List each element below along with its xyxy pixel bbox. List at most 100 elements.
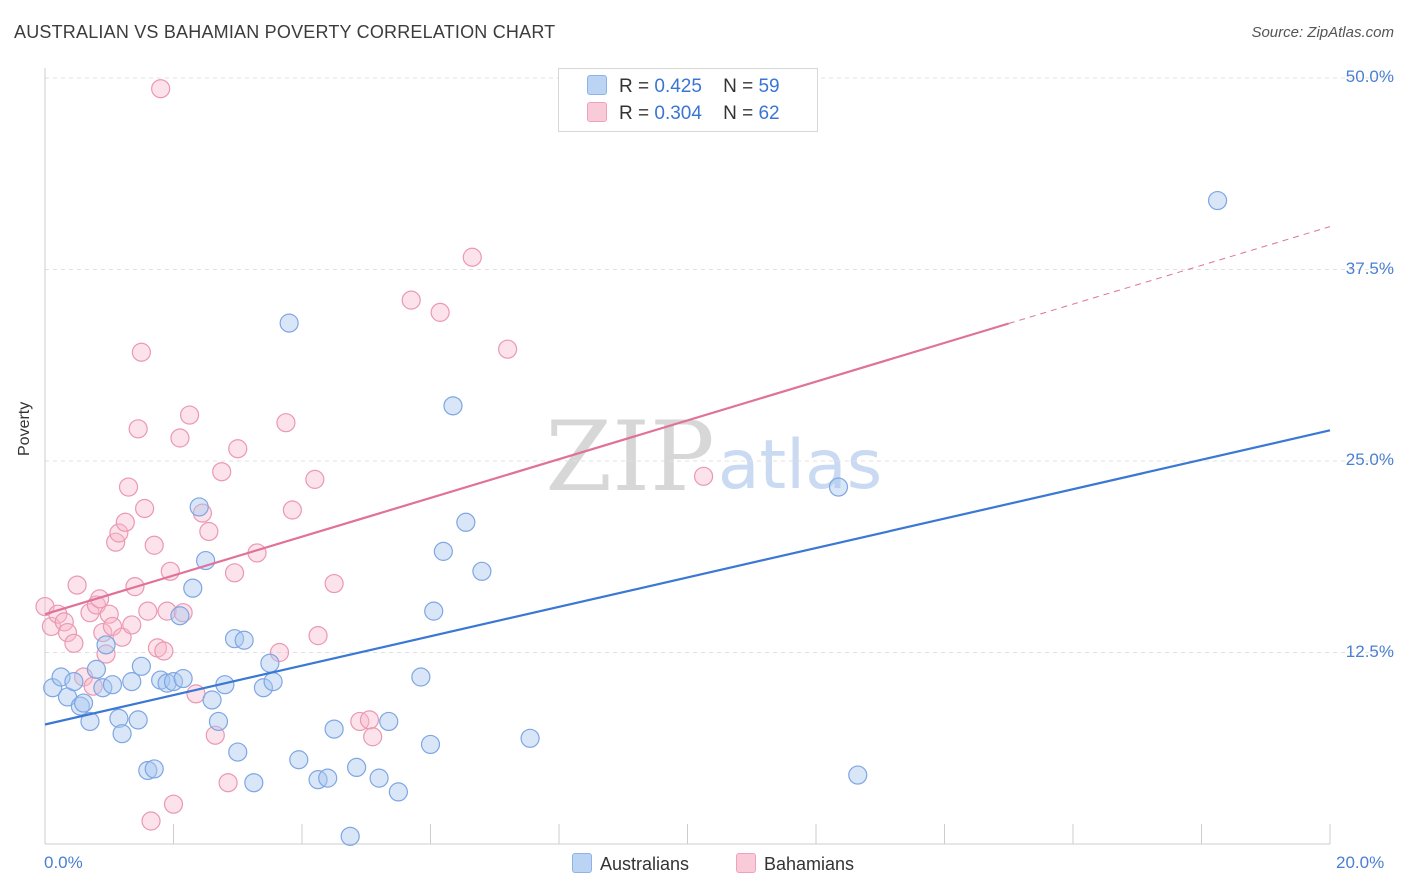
- bahamian-point: [128, 419, 148, 439]
- australian-point: [109, 708, 129, 728]
- axes: [44, 68, 1331, 845]
- bahamians-trend-extension: [1008, 226, 1331, 324]
- australian-point: [424, 601, 444, 621]
- bahamians-points: [35, 79, 714, 831]
- australian-point: [388, 782, 408, 802]
- bahamian-point: [173, 603, 193, 623]
- australian-point: [324, 719, 344, 739]
- bahamian-point: [179, 405, 200, 425]
- bahamian-point: [99, 604, 119, 624]
- australian-point: [128, 710, 148, 730]
- bahamian-point: [199, 521, 219, 542]
- australian-point: [340, 826, 360, 846]
- legend-row-australians: R = 0.425 N = 59: [587, 75, 780, 99]
- legend-n-label: N =: [723, 103, 754, 124]
- legend-swatch-bahamians: [587, 102, 607, 122]
- correlation-legend: R = 0.425 N = 59 R = 0.304 N = 62: [558, 68, 818, 132]
- australian-point: [96, 635, 116, 655]
- bahamian-point: [115, 512, 135, 532]
- bahamian-point: [276, 413, 296, 433]
- australian-point: [189, 497, 209, 517]
- australian-point: [289, 750, 309, 770]
- australian-point: [138, 760, 158, 781]
- bahamian-point: [228, 439, 248, 459]
- bahamian-point: [401, 290, 421, 310]
- y-tick-label: 25.0%: [1345, 450, 1394, 469]
- legend-n-label: N =: [723, 76, 754, 97]
- y-tick-label: 50.0%: [1345, 67, 1394, 86]
- bahamian-point: [54, 612, 74, 632]
- australian-point: [443, 396, 463, 416]
- australians-points: [43, 190, 1228, 846]
- legend-swatch-australians: [587, 75, 607, 95]
- australian-point: [244, 773, 264, 793]
- bahamian-point: [282, 500, 302, 520]
- bahamian-point: [324, 573, 344, 594]
- bahamian-point: [122, 615, 142, 635]
- bahamian-point: [109, 523, 129, 543]
- australian-point: [1207, 190, 1228, 211]
- australian-point: [263, 672, 283, 692]
- legend-r-australians: 0.425: [654, 76, 702, 97]
- legend-r-label: R =: [619, 76, 650, 97]
- australian-point: [420, 734, 441, 755]
- bahamian-point: [102, 616, 123, 637]
- bahamian-point: [363, 727, 383, 747]
- bahamian-point: [498, 339, 518, 359]
- bottom-legend-bahamians: Bahamians: [736, 853, 854, 875]
- australian-point: [433, 541, 453, 561]
- bahamian-point: [57, 622, 78, 643]
- bahamian-point: [212, 462, 232, 482]
- australian-point: [102, 675, 123, 695]
- bahamian-point: [144, 535, 164, 555]
- x-tick-max: 20.0%: [1336, 853, 1385, 872]
- bahamians-trend-line: [44, 322, 1010, 616]
- trend-lines: [44, 226, 1331, 726]
- watermark-atlas: atlas: [718, 426, 882, 505]
- bahamian-point: [141, 811, 161, 831]
- grid-lines: [45, 77, 1392, 653]
- australian-point: [64, 672, 84, 692]
- bahamian-point: [170, 428, 190, 448]
- bahamian-point: [134, 498, 155, 519]
- australian-point: [228, 742, 248, 762]
- legend-r-label: R =: [619, 103, 650, 124]
- australian-point: [202, 690, 222, 710]
- australian-point: [51, 667, 71, 687]
- bottom-legend-swatch-australians: [572, 853, 592, 873]
- bahamian-point: [359, 710, 380, 730]
- australian-point: [144, 759, 164, 779]
- australian-point: [73, 693, 94, 713]
- bahamian-point: [64, 633, 84, 653]
- bahamian-point: [350, 711, 370, 732]
- australian-point: [224, 629, 245, 649]
- bahamian-point: [131, 342, 151, 362]
- bahamian-point: [462, 247, 482, 267]
- bahamian-point: [93, 622, 113, 643]
- y-tick-label: 12.5%: [1345, 641, 1394, 661]
- bahamian-point: [80, 603, 100, 623]
- australian-point: [183, 578, 203, 598]
- australian-point: [379, 711, 399, 732]
- australian-point: [318, 768, 338, 788]
- watermark: ZIP atlas: [545, 401, 882, 513]
- bahamian-point: [138, 601, 158, 621]
- australian-point: [520, 728, 540, 748]
- y-tick-label: 37.5%: [1345, 258, 1394, 278]
- australian-point: [308, 770, 328, 790]
- bahamian-point: [90, 589, 110, 609]
- australian-point: [828, 477, 849, 497]
- australian-point: [848, 765, 868, 785]
- bahamian-point: [154, 641, 174, 661]
- bahamian-point: [157, 601, 177, 621]
- australian-point: [260, 653, 280, 673]
- australian-point: [369, 768, 389, 788]
- legend-n-bahamians: 62: [758, 103, 780, 124]
- australian-point: [112, 724, 132, 744]
- bahamian-point: [308, 626, 328, 646]
- australian-point: [80, 711, 100, 732]
- australian-point: [170, 606, 190, 626]
- bahamian-point: [430, 302, 450, 322]
- source-label: Source: ZipAtlas.com: [1251, 24, 1394, 41]
